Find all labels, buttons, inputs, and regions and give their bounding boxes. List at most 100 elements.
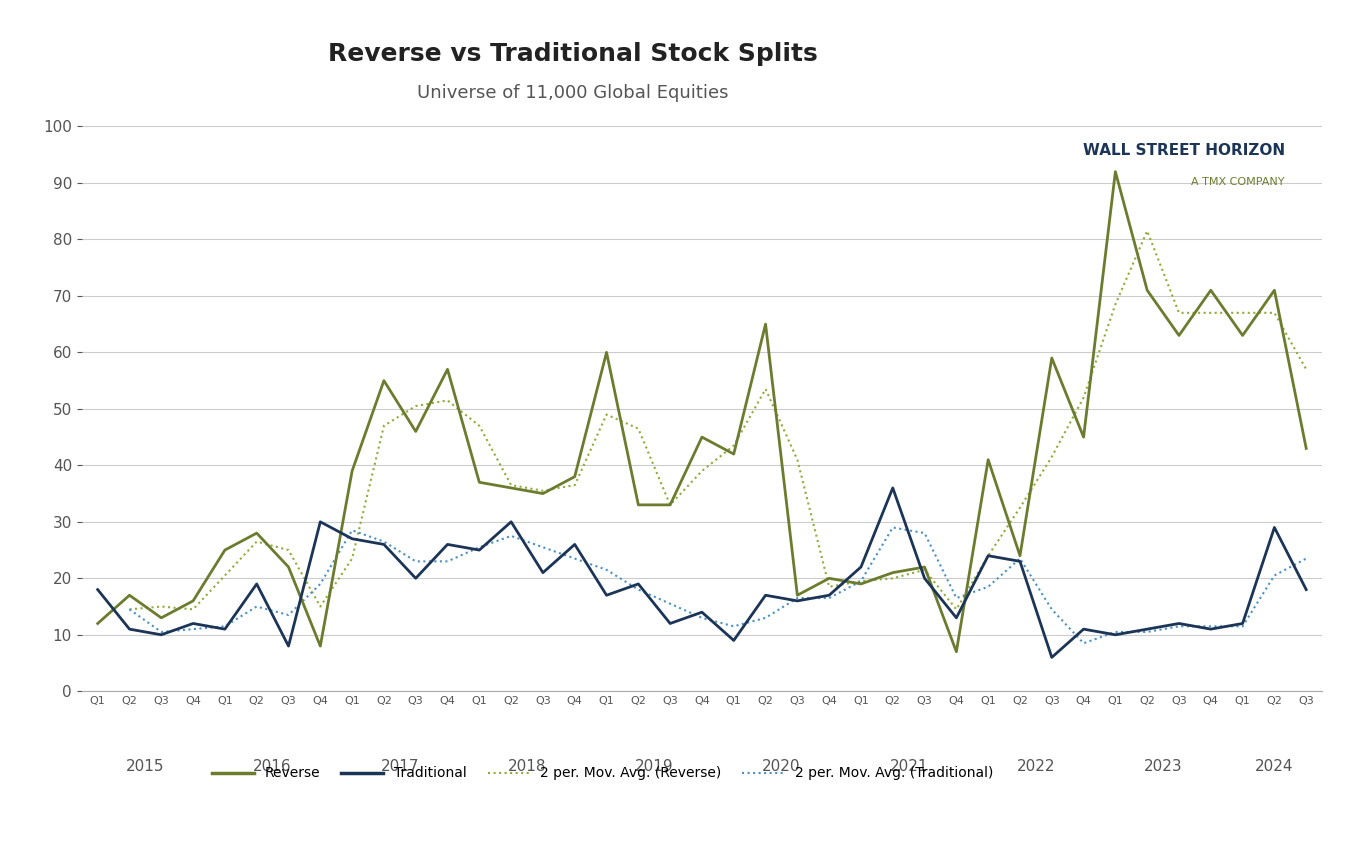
2 per. Mov. Avg. (Traditional): [1044, 604, 1060, 615]
Text: 2018: 2018: [508, 759, 547, 774]
Text: 2019: 2019: [635, 759, 673, 774]
Reverse: [1235, 330, 1251, 341]
Traditional: [1139, 624, 1156, 634]
2 per. Mov. Avg. (Reverse): [630, 423, 646, 433]
2 per. Mov. Avg. (Reverse): [567, 480, 583, 490]
2 per. Mov. Avg. (Traditional): [534, 542, 551, 552]
2 per. Mov. Avg. (Reverse): [789, 454, 806, 464]
2 per. Mov. Avg. (Traditional): [789, 593, 806, 603]
Traditional: [121, 624, 138, 634]
2 per. Mov. Avg. (Traditional): [725, 621, 741, 631]
Line: 2 per. Mov. Avg. (Reverse): 2 per. Mov. Avg. (Reverse): [129, 231, 1306, 609]
2 per. Mov. Avg. (Traditional): [598, 565, 615, 575]
2 per. Mov. Avg. (Reverse): [758, 384, 774, 395]
Text: Reverse vs Traditional Stock Splits: Reverse vs Traditional Stock Splits: [327, 42, 818, 66]
2 per. Mov. Avg. (Traditional): [1202, 621, 1219, 631]
Traditional: [598, 590, 615, 600]
Reverse: [1139, 285, 1156, 295]
Traditional: [90, 584, 106, 594]
2 per. Mov. Avg. (Reverse): [694, 466, 710, 476]
Traditional: [694, 607, 710, 617]
2 per. Mov. Avg. (Reverse): [821, 582, 837, 592]
Reverse: [185, 596, 202, 606]
Traditional: [1266, 523, 1283, 533]
Reverse: [312, 641, 328, 651]
2 per. Mov. Avg. (Traditional): [185, 624, 202, 634]
Traditional: [758, 590, 774, 600]
Traditional: [1202, 624, 1219, 634]
2 per. Mov. Avg. (Traditional): [281, 610, 297, 620]
2 per. Mov. Avg. (Reverse): [472, 421, 488, 431]
Text: 2015: 2015: [127, 759, 165, 774]
2 per. Mov. Avg. (Reverse): [1202, 308, 1219, 318]
Traditional: [503, 517, 519, 527]
2 per. Mov. Avg. (Reverse): [1266, 308, 1283, 318]
Traditional: [217, 624, 233, 634]
2 per. Mov. Avg. (Reverse): [1171, 308, 1187, 318]
2 per. Mov. Avg. (Traditional): [503, 531, 519, 541]
2 per. Mov. Avg. (Traditional): [248, 602, 264, 612]
Traditional: [821, 590, 837, 600]
2 per. Mov. Avg. (Traditional): [567, 554, 583, 564]
Reverse: [472, 477, 488, 487]
Legend: Reverse, Traditional, 2 per. Mov. Avg. (Reverse), 2 per. Mov. Avg. (Traditional): Reverse, Traditional, 2 per. Mov. Avg. (…: [206, 761, 999, 786]
Traditional: [185, 619, 202, 629]
Text: Universe of 11,000 Global Equities: Universe of 11,000 Global Equities: [417, 84, 728, 102]
Traditional: [916, 573, 932, 583]
2 per. Mov. Avg. (Reverse): [248, 536, 264, 546]
2 per. Mov. Avg. (Reverse): [853, 576, 870, 586]
Traditional: [949, 613, 965, 623]
2 per. Mov. Avg. (Traditional): [343, 525, 360, 535]
Reverse: [789, 590, 806, 600]
2 per. Mov. Avg. (Reverse): [185, 604, 202, 615]
2 per. Mov. Avg. (Traditional): [949, 593, 965, 603]
2 per. Mov. Avg. (Reverse): [439, 395, 455, 405]
2 per. Mov. Avg. (Traditional): [439, 556, 455, 566]
Text: 2022: 2022: [1017, 759, 1055, 774]
2 per. Mov. Avg. (Traditional): [1075, 638, 1092, 648]
2 per. Mov. Avg. (Reverse): [1107, 299, 1123, 309]
2 per. Mov. Avg. (Reverse): [885, 573, 901, 583]
Text: 2016: 2016: [254, 759, 292, 774]
Reverse: [821, 573, 837, 583]
Traditional: [980, 550, 996, 561]
2 per. Mov. Avg. (Reverse): [1075, 393, 1092, 403]
Traditional: [153, 630, 169, 640]
Traditional: [343, 534, 360, 544]
Traditional: [885, 483, 901, 493]
2 per. Mov. Avg. (Reverse): [1298, 364, 1314, 374]
Traditional: [534, 567, 551, 577]
2 per. Mov. Avg. (Reverse): [503, 480, 519, 490]
2 per. Mov. Avg. (Traditional): [1235, 621, 1251, 631]
Reverse: [1011, 550, 1028, 561]
Reverse: [853, 579, 870, 589]
Text: 2017: 2017: [380, 759, 418, 774]
Reverse: [90, 619, 106, 629]
Reverse: [980, 454, 996, 464]
Traditional: [853, 562, 870, 572]
Traditional: [1075, 624, 1092, 634]
2 per. Mov. Avg. (Reverse): [343, 554, 360, 564]
2 per. Mov. Avg. (Traditional): [376, 536, 393, 546]
Reverse: [408, 427, 424, 437]
Traditional: [312, 517, 328, 527]
Reverse: [1298, 443, 1314, 454]
2 per. Mov. Avg. (Traditional): [472, 542, 488, 552]
2 per. Mov. Avg. (Traditional): [980, 582, 996, 592]
2 per. Mov. Avg. (Reverse): [534, 486, 551, 496]
2 per. Mov. Avg. (Reverse): [598, 410, 615, 420]
Traditional: [567, 540, 583, 550]
Traditional: [789, 596, 806, 606]
2 per. Mov. Avg. (Reverse): [408, 401, 424, 411]
2 per. Mov. Avg. (Reverse): [1011, 502, 1028, 513]
2 per. Mov. Avg. (Reverse): [662, 500, 679, 510]
Reverse: [662, 500, 679, 510]
Traditional: [1235, 619, 1251, 629]
2 per. Mov. Avg. (Reverse): [980, 550, 996, 561]
2 per. Mov. Avg. (Reverse): [376, 421, 393, 431]
Traditional: [281, 641, 297, 651]
Text: 2024: 2024: [1255, 759, 1293, 774]
2 per. Mov. Avg. (Reverse): [121, 604, 138, 615]
Reverse: [694, 432, 710, 442]
Reverse: [1075, 432, 1092, 442]
